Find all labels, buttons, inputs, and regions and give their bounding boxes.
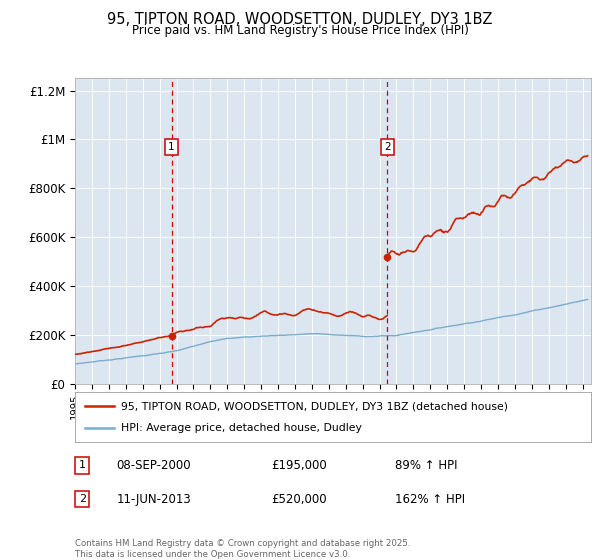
Text: 162% ↑ HPI: 162% ↑ HPI (395, 493, 465, 506)
Text: 2: 2 (79, 494, 86, 504)
Text: 95, TIPTON ROAD, WOODSETTON, DUDLEY, DY3 1BZ: 95, TIPTON ROAD, WOODSETTON, DUDLEY, DY3… (107, 12, 493, 27)
Text: Price paid vs. HM Land Registry's House Price Index (HPI): Price paid vs. HM Land Registry's House … (131, 24, 469, 36)
Text: 08-SEP-2000: 08-SEP-2000 (116, 459, 191, 472)
Text: 2: 2 (384, 142, 391, 152)
Text: HPI: Average price, detached house, Dudley: HPI: Average price, detached house, Dudl… (121, 423, 362, 433)
Text: 89% ↑ HPI: 89% ↑ HPI (395, 459, 457, 472)
Text: Contains HM Land Registry data © Crown copyright and database right 2025.
This d: Contains HM Land Registry data © Crown c… (75, 539, 410, 559)
Text: £520,000: £520,000 (271, 493, 327, 506)
Text: £195,000: £195,000 (271, 459, 327, 472)
Text: 95, TIPTON ROAD, WOODSETTON, DUDLEY, DY3 1BZ (detached house): 95, TIPTON ROAD, WOODSETTON, DUDLEY, DY3… (121, 401, 508, 411)
Text: 1: 1 (168, 142, 175, 152)
Text: 11-JUN-2013: 11-JUN-2013 (116, 493, 191, 506)
Text: 1: 1 (79, 460, 86, 470)
